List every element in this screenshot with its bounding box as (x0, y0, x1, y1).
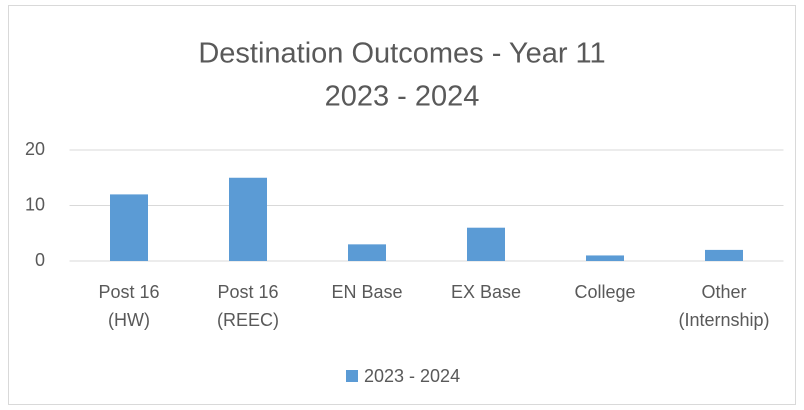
y-tick-label: 0 (35, 250, 45, 270)
y-tick-label: 20 (25, 139, 45, 159)
bar (586, 255, 624, 261)
x-tick-label: (HW) (108, 310, 150, 330)
chart-title: 2023 - 2024 (325, 81, 480, 113)
x-tick-label: Post 16 (98, 282, 159, 302)
legend-swatch (346, 370, 358, 382)
x-tick-label: (Internship) (678, 310, 769, 330)
x-tick-label: (REEC) (217, 310, 279, 330)
legend-label: 2023 - 2024 (364, 366, 460, 386)
x-tick-label: Other (701, 282, 746, 302)
bar (467, 227, 505, 261)
bar (110, 194, 148, 261)
bar (229, 177, 267, 261)
y-tick-label: 10 (25, 194, 45, 214)
x-tick-label: EX Base (451, 282, 521, 302)
x-tick-label: Post 16 (217, 282, 278, 302)
x-tick-label: EN Base (331, 282, 402, 302)
x-tick-label: College (574, 282, 635, 302)
bar (348, 244, 386, 261)
bar (705, 249, 743, 261)
chart-title: Destination Outcomes - Year 11 (198, 38, 605, 70)
